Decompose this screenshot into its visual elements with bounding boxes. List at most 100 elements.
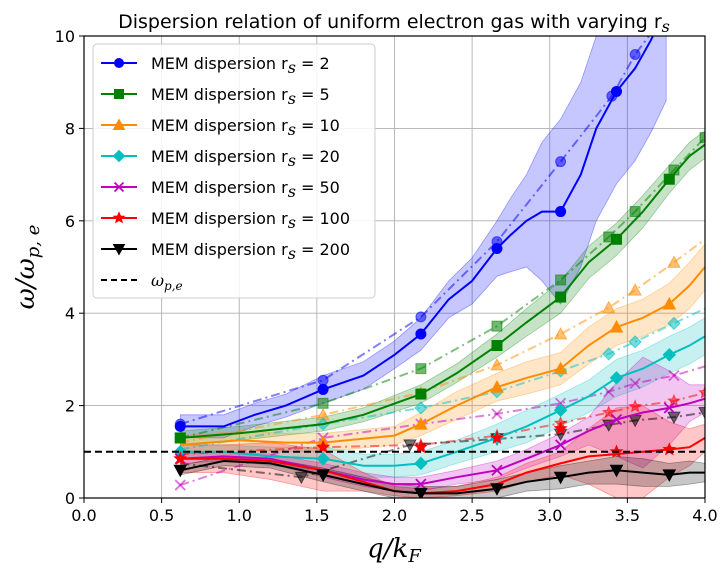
series-4-trend-point [603,386,615,398]
series-0-point [555,206,567,218]
x-tick-label: 3.0 [537,506,562,525]
series-0-point [174,420,186,432]
series-1-line [180,143,705,439]
series-6-trend-point [403,439,417,452]
series-4-point [663,402,675,414]
series-3-trend-point [414,401,428,415]
y-tick-label: 0 [65,489,75,508]
legend-marker-1 [114,89,124,99]
series-4-point [610,413,623,426]
series-0-trend-point [415,311,427,323]
series-5-trend-point [628,399,643,413]
series-5-trend-point [601,405,616,419]
series-3-trend-point [602,347,616,361]
legend-label-3: MEM dispersion rs = 20 [151,147,340,170]
series-3-trend-point [628,335,642,349]
series-2-trend-point [667,255,681,268]
series-3-trend-point [667,316,681,331]
series-2-trend-point [601,300,616,314]
series-6-point [414,487,428,498]
series-1-point [491,340,503,352]
series-6-trend-point [698,407,705,420]
series-4-point [491,464,503,476]
legend-marker-6 [112,244,126,256]
series-1-point [415,388,427,400]
series-2-line [180,266,705,446]
series-1-point [555,291,567,303]
series-4-trend-point [491,408,503,420]
series-3-point [662,348,676,362]
x-axis-label: q/kF [367,534,422,567]
series-0-trend-point [629,48,641,60]
legend-label-5: MEM dispersion rs = 100 [151,209,350,232]
legend: MEM dispersion rs = 2 MEM dispersion rs =… [92,43,376,299]
series-2-point [490,380,504,393]
series-5-point [553,421,568,435]
series-1-trend-point [629,206,641,218]
series-6-point [662,469,677,482]
y-tick-label: 2 [65,397,75,416]
y-axis-label: ω/ωp, e [11,225,44,310]
legend-marker-2 [112,118,126,130]
legend-label-6: MEM dispersion rs = 200 [151,240,350,263]
series-3-point [609,371,624,385]
legend-marker-5 [112,211,126,224]
series-5-point [413,439,428,454]
x-tick-label: 1.0 [227,506,252,525]
series-6-trend-point [601,419,616,433]
series-0-point [491,243,503,255]
legend-label-2: MEM dispersion rs = 10 [151,116,340,139]
series-4-trend-point [554,397,567,409]
series-0-trend-line [180,36,651,426]
series-2-point [662,296,677,310]
legend-marker-3 [112,149,126,163]
y-tick-label: 10 [55,27,75,46]
series-1-point [611,233,623,245]
series-3-band [179,317,705,478]
series-1-point [174,432,186,444]
x-tick-label: 2.5 [459,506,484,525]
series-4-trend-point [668,369,680,382]
series-2-trend-line [180,238,705,444]
series-2-trend-point [490,357,504,371]
legend-box [92,43,376,299]
series-1-trend-point [317,397,329,409]
x-tick-label: 0.0 [71,506,96,525]
series-0-trend-point [555,156,567,168]
series-1-trend-point [699,132,705,144]
series-lines [173,36,705,498]
series-0-point [317,383,329,395]
legend-label-1: MEM dispersion rs = 5 [151,85,330,108]
series-0-point [415,328,427,340]
legend-marker-0 [114,58,124,68]
x-tick-label: 4.0 [692,506,717,525]
y-tick-label: 8 [65,119,75,138]
series-1-trend-line [180,136,705,439]
series-6-point [316,469,330,482]
series-6-point [609,464,624,478]
series-3-point [553,403,568,417]
chart-title: Dispersion relation of uniform electron … [118,11,670,36]
legend-label-4: MEM dispersion rs = 50 [151,178,340,201]
x-tick-label: 1.5 [304,506,329,525]
series-1-trend-point [555,274,567,286]
y-tick-label: 4 [65,304,75,323]
series-5-point [173,451,188,465]
y-tick-label: 6 [65,212,75,231]
series-0-point [611,85,623,97]
series-6-point [490,483,504,496]
series-5-point [490,430,504,444]
series-5-point [316,439,331,454]
series-2-trend-point [628,283,642,296]
series-2-point [414,417,428,430]
series-1-trend-point [491,320,503,332]
series-3-point [414,456,428,471]
series-1-point [663,173,675,185]
legend-label-reference: ωp,e [151,271,183,293]
series-4-trend-point [174,479,186,491]
series-5-trend-point [698,385,705,399]
series-2-trend-point [553,326,568,340]
series-3-point [316,452,330,466]
series-6-trend-point [294,471,309,485]
series-4-point [554,439,567,451]
